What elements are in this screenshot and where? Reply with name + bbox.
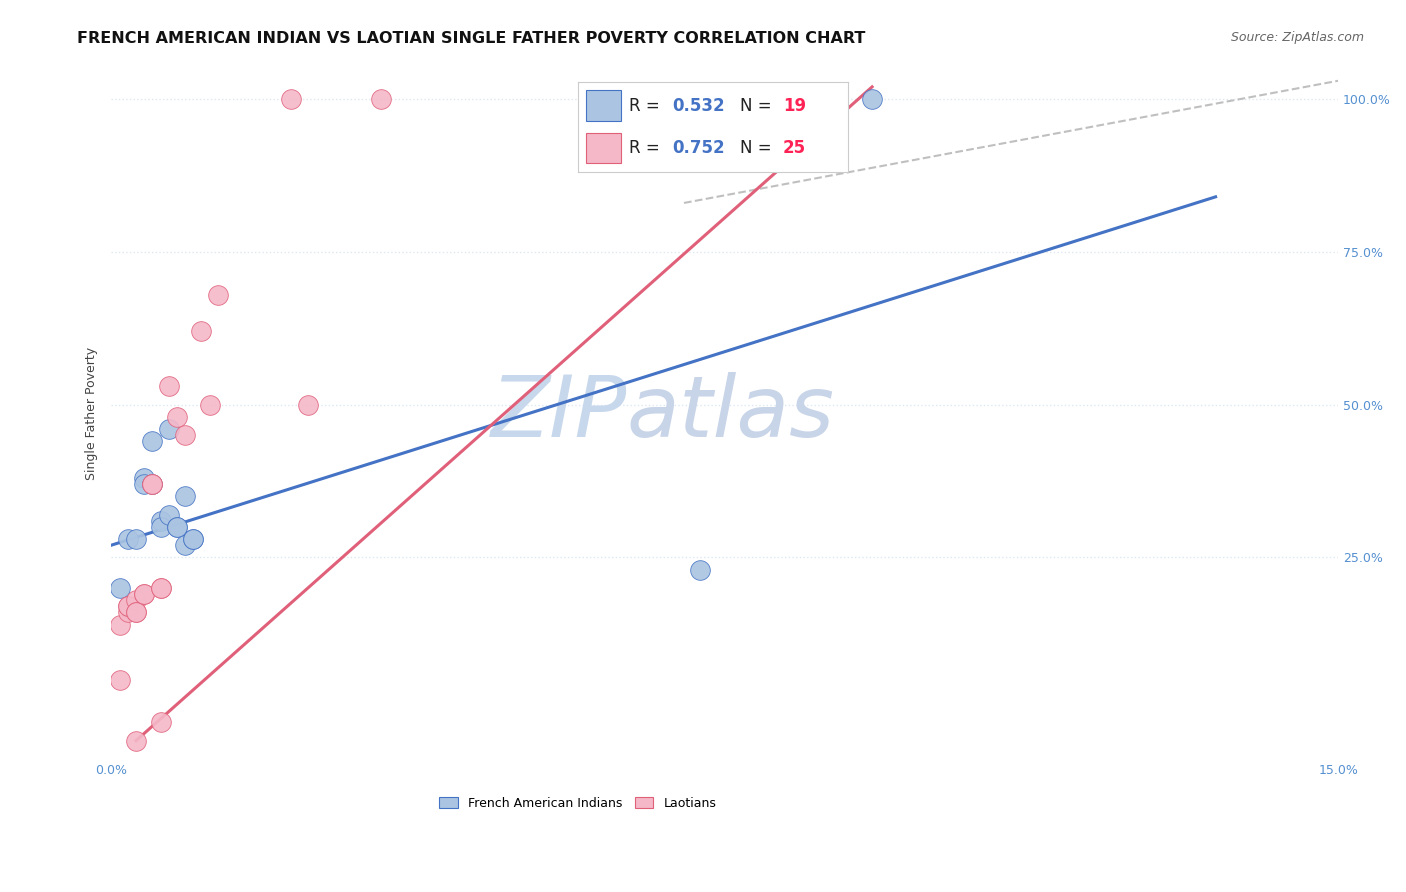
Point bbox=[190, 324, 212, 338]
Point bbox=[134, 477, 156, 491]
Point bbox=[125, 593, 148, 607]
Point bbox=[174, 538, 197, 552]
Point bbox=[166, 520, 188, 534]
Point bbox=[149, 715, 172, 730]
Point bbox=[149, 581, 172, 595]
Point bbox=[141, 477, 163, 491]
Point bbox=[174, 489, 197, 503]
Point bbox=[149, 581, 172, 595]
Point bbox=[370, 92, 392, 106]
Point bbox=[117, 605, 139, 619]
Point bbox=[108, 673, 131, 687]
Point bbox=[125, 532, 148, 546]
Point bbox=[117, 599, 139, 614]
Point bbox=[125, 605, 148, 619]
Point bbox=[166, 520, 188, 534]
Point bbox=[125, 605, 148, 619]
Point bbox=[125, 733, 148, 747]
Point bbox=[198, 398, 221, 412]
Point bbox=[108, 617, 131, 632]
Text: ZIP: ZIP bbox=[491, 372, 627, 455]
Point bbox=[860, 92, 883, 106]
Text: Source: ZipAtlas.com: Source: ZipAtlas.com bbox=[1230, 31, 1364, 45]
Point bbox=[141, 477, 163, 491]
Point bbox=[689, 563, 711, 577]
Point bbox=[166, 409, 188, 424]
Point bbox=[157, 379, 180, 393]
Legend: French American Indians, Laotians: French American Indians, Laotians bbox=[434, 792, 721, 815]
Text: FRENCH AMERICAN INDIAN VS LAOTIAN SINGLE FATHER POVERTY CORRELATION CHART: FRENCH AMERICAN INDIAN VS LAOTIAN SINGLE… bbox=[77, 31, 866, 46]
Point bbox=[181, 532, 204, 546]
Text: atlas: atlas bbox=[627, 372, 835, 455]
Point bbox=[141, 477, 163, 491]
Point bbox=[134, 587, 156, 601]
Point bbox=[134, 587, 156, 601]
Point bbox=[149, 520, 172, 534]
Y-axis label: Single Father Poverty: Single Father Poverty bbox=[86, 347, 98, 480]
Point bbox=[108, 581, 131, 595]
Point bbox=[174, 428, 197, 442]
Point bbox=[157, 422, 180, 436]
Point bbox=[157, 508, 180, 522]
Point bbox=[149, 514, 172, 528]
Point bbox=[181, 532, 204, 546]
Point bbox=[207, 287, 229, 301]
Point bbox=[141, 434, 163, 449]
Point bbox=[117, 532, 139, 546]
Point bbox=[297, 398, 319, 412]
Point bbox=[117, 599, 139, 614]
Point bbox=[134, 471, 156, 485]
Point bbox=[280, 92, 302, 106]
